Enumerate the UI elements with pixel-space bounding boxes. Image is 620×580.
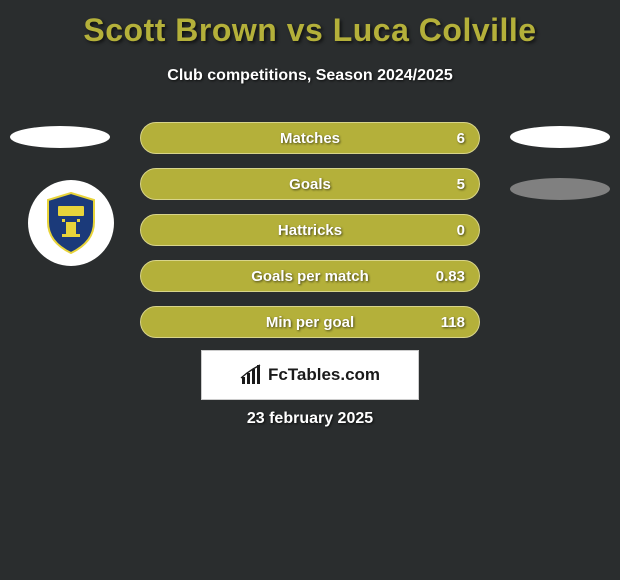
stat-label: Goals [289, 176, 331, 193]
stat-value: 6 [457, 130, 465, 147]
player-left-avatar-placeholder [10, 126, 110, 148]
stat-row: Goals per match 0.83 [140, 260, 480, 292]
player-right-club-placeholder [510, 178, 610, 200]
player-right-avatar-placeholder [510, 126, 610, 148]
stat-label: Hattricks [278, 222, 342, 239]
brand-text: FcTables.com [268, 365, 380, 385]
stat-label: Matches [280, 130, 340, 147]
stat-row: Matches 6 [140, 122, 480, 154]
stat-label: Min per goal [266, 314, 354, 331]
player-left-club-badge [28, 180, 114, 266]
stat-value: 0 [457, 222, 465, 239]
stat-row: Min per goal 118 [140, 306, 480, 338]
brand-box[interactable]: FcTables.com [201, 350, 419, 400]
comparison-date: 23 february 2025 [0, 410, 620, 428]
stat-row: Hattricks 0 [140, 214, 480, 246]
shield-icon [44, 192, 98, 254]
stat-label: Goals per match [251, 268, 369, 285]
stat-value: 118 [441, 314, 465, 331]
comparison-subtitle: Club competitions, Season 2024/2025 [0, 67, 620, 85]
stat-value: 0.83 [436, 268, 465, 285]
stat-value: 5 [457, 176, 465, 193]
stats-container: Matches 6 Goals 5 Hattricks 0 Goals per … [140, 122, 480, 352]
comparison-title: Scott Brown vs Luca Colville [0, 0, 620, 49]
stat-row: Goals 5 [140, 168, 480, 200]
bar-chart-icon [240, 364, 262, 386]
